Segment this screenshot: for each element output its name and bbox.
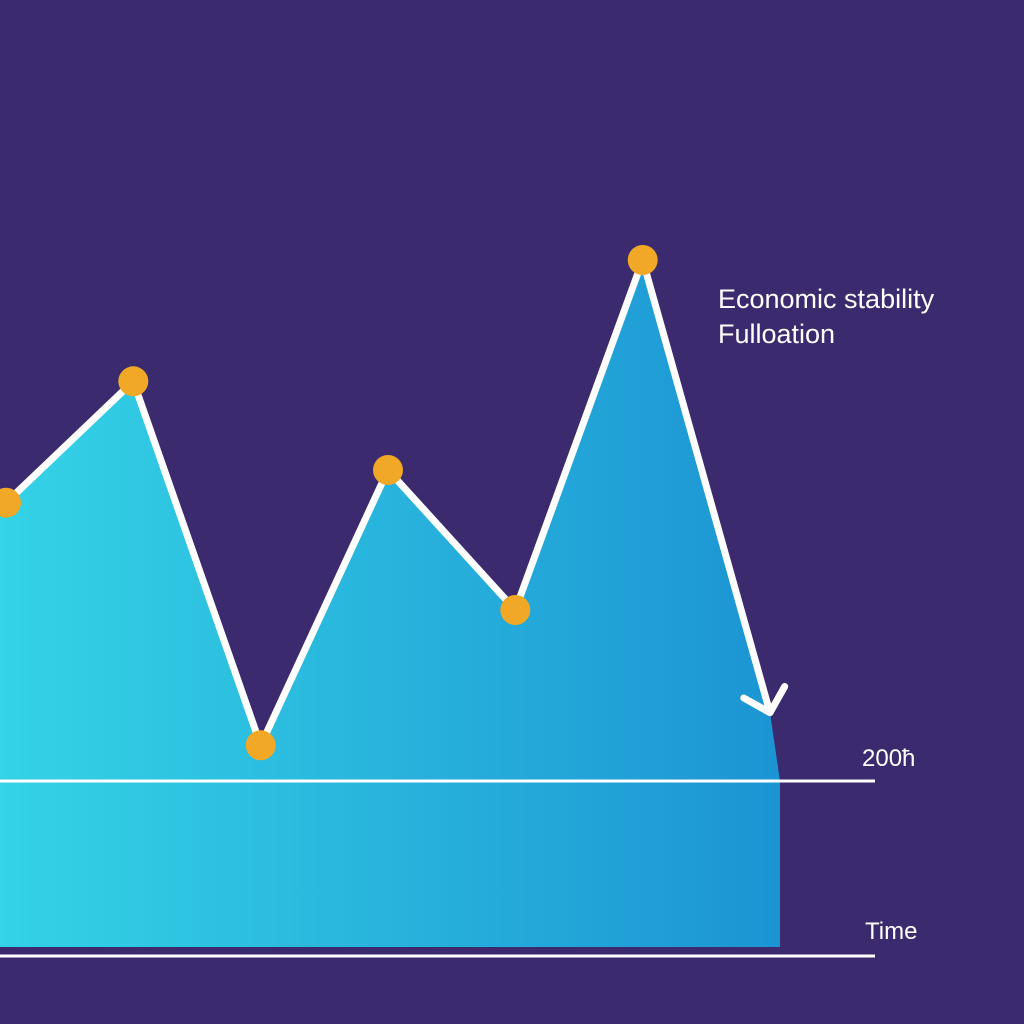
data-point-marker-3: [373, 455, 403, 485]
data-point-marker-4: [500, 595, 531, 625]
chart-title-line-1: Economic stability: [718, 284, 935, 314]
data-point-marker-5: [627, 245, 658, 275]
series-line-layer: [0, 248, 789, 755]
area-fill: [0, 260, 780, 947]
baseline-label: 200ћ: [862, 745, 915, 772]
marker-layer: [0, 245, 658, 761]
data-point-marker-2: [245, 730, 276, 761]
x-axis-label: Time: [865, 918, 917, 945]
area-layer: [0, 260, 780, 947]
series-line: [0, 248, 774, 755]
data-point-marker-1: [118, 366, 149, 397]
chart-title-line-2: Fulloation: [718, 319, 835, 349]
series-end-arrow: [740, 683, 789, 717]
data-point-marker-0: [0, 487, 21, 518]
